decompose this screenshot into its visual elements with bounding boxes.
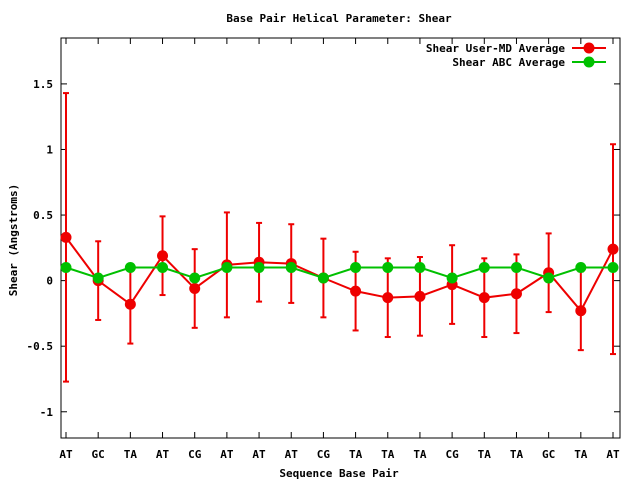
data-point [414,262,426,274]
x-tick-label: AT [220,448,234,461]
x-tick-label: AT [285,448,299,461]
data-point [446,272,458,284]
series-layer [60,92,619,383]
series-1 [60,262,619,284]
data-point [543,272,555,284]
x-tick-label: CG [188,448,202,461]
data-point [253,262,265,274]
data-point [317,272,329,284]
plot-frame [60,37,621,439]
data-point [285,262,297,274]
data-point [510,262,522,274]
x-tick-label: TA [349,448,363,461]
data-point [510,288,522,300]
legend-label: Shear User-MD Average [426,42,565,55]
x-tick-label: TA [381,448,395,461]
data-point [478,262,490,274]
y-axis-label: Shear (Angstroms) [7,184,20,297]
data-point [189,272,201,284]
x-tick-label: AT [252,448,266,461]
x-tick-label: GC [92,448,105,461]
y-tick-label: -0.5 [27,340,54,353]
x-axis-label: Sequence Base Pair [279,467,399,480]
data-point [157,250,169,262]
x-tick-label: AT [59,448,73,461]
x-tick-label: AT [156,448,170,461]
series-0 [60,92,619,383]
data-point [350,262,362,274]
data-point [124,298,136,310]
data-point [157,262,169,274]
data-point [414,290,426,302]
data-point [92,272,104,284]
x-tick-label: GC [542,448,555,461]
y-tick-label: 1 [46,143,53,156]
y-axis: -1 -0.5 0 0.5 1 1.5 [27,78,620,419]
data-point [575,305,587,317]
legend-marker [583,42,595,54]
y-tick-label: 0 [46,275,53,288]
x-tick-label: TA [574,448,588,461]
data-point [607,262,619,274]
y-tick-label: 1.5 [33,78,53,91]
data-point [575,262,587,274]
x-axis: AT GC TA AT CG AT AT AT CG TA TA TA CG TA TA GC TA AT [59,38,620,461]
x-tick-label: CG [317,448,331,461]
data-point [607,243,619,255]
data-point [478,292,490,304]
chart-title: Base Pair Helical Parameter: Shear [226,12,452,25]
y-tick-label: -1 [40,406,54,419]
data-point [60,262,72,274]
y-tick-label: 0.5 [33,209,53,222]
data-point [124,262,136,274]
data-point [221,262,233,274]
data-point [350,285,362,297]
data-point [382,262,394,274]
data-point [189,282,201,294]
x-tick-label: AT [606,448,620,461]
x-tick-label: TA [124,448,138,461]
x-tick-label: TA [478,448,492,461]
x-tick-label: CG [445,448,459,461]
data-point [382,292,394,304]
legend-marker [583,56,595,68]
x-tick-label: TA [510,448,524,461]
series-line [65,236,614,313]
x-tick-label: TA [413,448,427,461]
data-point [60,231,72,243]
legend-label: Shear ABC Average [452,56,565,69]
